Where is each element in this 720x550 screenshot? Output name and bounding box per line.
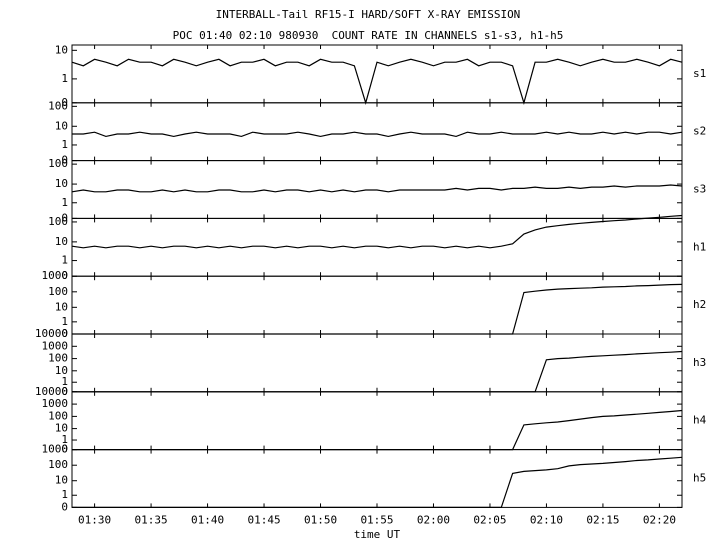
x-axis-label: time UT [354,528,401,541]
y-tick-label: 0 [61,385,68,398]
panel-label: h5 [693,472,706,485]
x-tick-label: 02:20 [643,513,676,526]
y-tick-label: 0 [61,211,68,224]
y-tick-label: 10000 [35,385,68,398]
y-tick-label: 100 [48,157,68,170]
x-tick-label: 02:15 [586,513,619,526]
y-tick-label: 10 [55,300,68,313]
chart-subtitle: POC 01:40 02:10 980930 COUNT RATE IN CHA… [173,29,564,42]
y-tick-label: 0 [61,269,68,282]
series-line [71,184,683,193]
y-tick-label: 10 [55,119,68,132]
y-tick-label: 0 [61,154,68,167]
x-tick-label: 02:10 [530,513,563,526]
x-tick-label: 01:55 [360,513,393,526]
panel-label: s1 [693,67,706,80]
y-tick-label: 0 [61,327,68,340]
panel-label: h2 [693,298,706,311]
y-tick-label: 100 [48,285,68,298]
y-tick-label: 1 [61,375,68,388]
chart-title: INTERBALL-Tail RF15-I HARD/SOFT X-RAY EM… [216,8,521,21]
panel-label: h1 [693,240,706,253]
y-tick-label: 1 [61,138,68,151]
x-tick-label: 01:50 [304,513,337,526]
y-tick-label: 0 [61,500,68,513]
series-line [71,214,683,249]
y-tick-label: 1000 [42,269,69,282]
y-tick-label: 1000 [42,397,69,410]
y-tick-label: 1 [61,196,68,209]
y-tick-label: 10 [55,235,68,248]
x-tick-label: 02:00 [417,513,450,526]
series-line [71,58,683,105]
y-tick-label: 1000 [42,443,69,456]
panel-label: h4 [693,414,707,427]
y-tick-label: 1 [61,488,68,501]
y-tick-label: 100 [48,352,68,365]
y-tick-label: 100 [48,215,68,228]
y-tick-label: 10 [55,422,68,435]
y-tick-label: 100 [48,458,68,471]
y-tick-label: 0 [61,96,68,109]
x-tick-label: 01:30 [78,513,111,526]
y-tick-label: 10 [55,43,68,56]
panel-label: h3 [693,356,706,369]
y-tick-label: 0 [61,443,68,456]
panel-label: s2 [693,125,706,138]
y-tick-label: 10 [55,364,68,377]
y-tick-label: 1000 [42,339,69,352]
x-tick-label: 02:05 [473,513,506,526]
y-tick-label: 1 [61,72,68,85]
y-tick-label: 1 [61,433,68,446]
panel-label: s3 [693,183,706,196]
y-tick-label: 100 [48,409,68,422]
y-tick-label: 10 [55,177,68,190]
y-tick-label: 10000 [35,327,68,340]
series-line [72,456,683,508]
series-line [72,131,683,138]
y-tick-label: 1 [61,315,68,328]
x-tick-label: 01:45 [247,513,280,526]
y-tick-label: 1 [61,254,68,267]
x-tick-label: 01:40 [191,513,224,526]
y-tick-label: 10 [55,474,68,487]
x-tick-label: 01:35 [135,513,168,526]
y-tick-label: 100 [48,99,68,112]
